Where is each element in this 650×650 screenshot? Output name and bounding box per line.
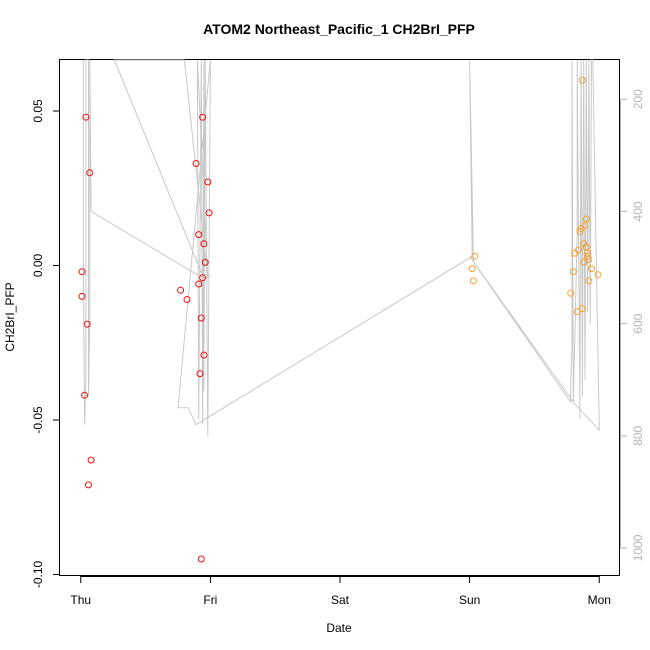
data-point (200, 351, 208, 359)
data-point (78, 268, 86, 276)
data-point (470, 277, 477, 285)
data-point (580, 258, 588, 266)
data-point (584, 252, 592, 260)
x-axis-label: Date (326, 621, 352, 635)
data-point (205, 209, 213, 217)
y-tick-label: 0.00 (31, 253, 45, 277)
data-points-layer (78, 76, 602, 563)
y2-tick-label: 200 (631, 89, 645, 109)
data-point (199, 274, 207, 282)
y2-tick-label: 1000 (631, 534, 645, 561)
data-point (86, 169, 94, 177)
chart-title: ATOM2 Northeast_Pacific_1 CH2BrI_PFP (203, 21, 475, 37)
y-tick-label: 0.05 (31, 99, 45, 123)
x-tick-label: Fri (203, 593, 217, 607)
data-point (195, 280, 203, 288)
data-point (81, 391, 89, 399)
y2-tick-label: 600 (631, 313, 645, 333)
y2-tick-label: 800 (631, 425, 645, 445)
data-point (82, 113, 90, 121)
data-point (177, 286, 185, 294)
data-point (575, 246, 582, 254)
data-point (585, 277, 593, 285)
data-point (578, 305, 586, 313)
data-point (573, 308, 581, 316)
y2-tick-label: 400 (631, 201, 645, 221)
data-point (588, 265, 595, 273)
data-point (196, 370, 204, 378)
x-tick-label: Mon (588, 593, 611, 607)
data-point (585, 255, 593, 263)
data-point (569, 268, 577, 276)
data-point (83, 320, 91, 328)
y-axis-label: CH2BrI_PFP (3, 282, 17, 351)
altitude-profile-line (82, 59, 600, 436)
data-point (567, 289, 575, 297)
data-point (578, 76, 586, 84)
data-point (87, 456, 95, 464)
data-point (594, 271, 602, 279)
data-point (183, 296, 191, 303)
data-point (200, 240, 208, 248)
x-tick-label: Thu (70, 593, 91, 607)
data-point (201, 258, 209, 266)
axes-layer: Thu Fri Sat Sun Mon -0.10 -0.05 0.00 0.05 200 400 6… (31, 89, 645, 607)
data-point (197, 555, 205, 563)
y-tick-label: -0.05 (31, 406, 45, 434)
y-tick-label: -0.10 (31, 560, 45, 588)
data-point (576, 228, 584, 235)
altitude-profile-layer (82, 59, 600, 436)
data-point (197, 314, 205, 322)
data-point (85, 481, 92, 489)
x-tick-label: Sun (459, 593, 480, 607)
data-point (78, 292, 86, 300)
data-point (582, 215, 590, 223)
data-point (204, 178, 212, 186)
data-point (468, 265, 476, 273)
data-point (199, 113, 207, 121)
plot-area-border (59, 59, 620, 576)
x-tick-label: Sat (331, 593, 350, 607)
data-point (471, 252, 479, 260)
data-point (195, 231, 203, 239)
data-point (192, 160, 200, 167)
